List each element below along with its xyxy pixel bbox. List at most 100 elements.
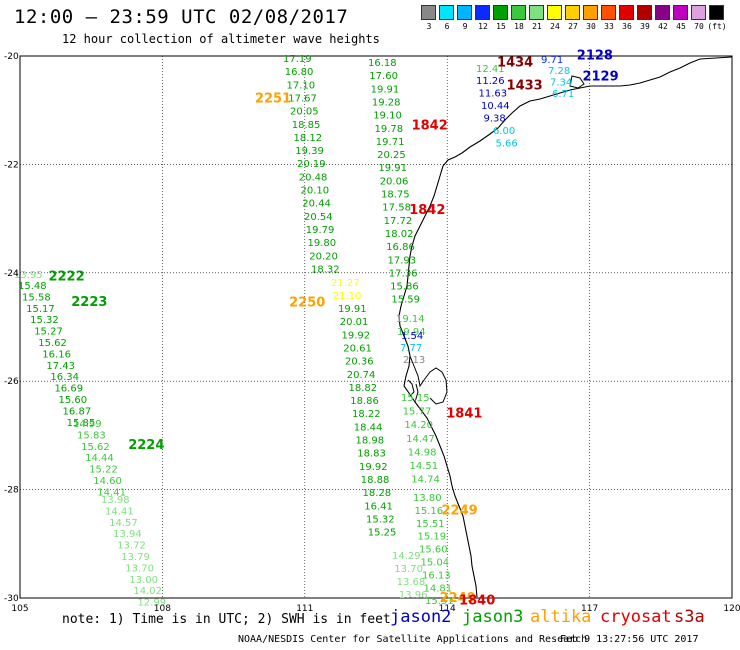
wave-height-value: 19.78 (375, 124, 404, 135)
wave-height-value: 13.94 (113, 529, 142, 540)
wave-height-value: 14.29 (392, 551, 421, 562)
wave-height-value: 7.28 (548, 66, 570, 77)
color-swatch (439, 5, 454, 20)
wave-height-value: 7.77 (400, 343, 422, 354)
wave-height-value: 16.16 (42, 349, 71, 360)
wave-height-value: 14.41 (105, 506, 134, 517)
color-scale-label: 24 (550, 22, 560, 31)
wave-height-value: 14.74 (411, 475, 440, 486)
color-scale-label: 70 (694, 22, 704, 31)
wave-height-value: 13.80 (413, 493, 442, 504)
color-scale-label: 21 (532, 22, 542, 31)
wave-height-value: 14.41 (97, 487, 126, 498)
wave-height-value: 19.39 (295, 146, 324, 157)
map-frame (19, 55, 733, 599)
wave-height-value: 19.14 (396, 314, 425, 325)
legend-cryosat: cryosat (600, 607, 672, 627)
wave-height-value: 14.44 (85, 453, 114, 464)
color-swatch (655, 5, 670, 20)
island-north (569, 75, 585, 89)
wave-height-value: 18.44 (354, 422, 383, 433)
wave-height-value: 18.75 (381, 190, 410, 201)
wave-height-value: 20.36 (345, 357, 374, 368)
wave-height-value: 18.85 (292, 120, 321, 131)
lat-tick-label: -20 (4, 52, 19, 62)
wave-height-value: 17.10 (287, 80, 316, 91)
wave-height-value: 17.36 (389, 268, 418, 279)
wave-height-value: 17.72 (384, 216, 413, 227)
color-scale-label: (ft) (707, 22, 727, 31)
wave-height-value: 15.62 (38, 338, 67, 349)
wave-height-value: 17.67 (288, 93, 317, 104)
wave-height-value: 12.41 (476, 64, 505, 75)
color-swatch (421, 5, 436, 20)
wave-height-value: 15.32 (30, 315, 59, 326)
wave-height-value: 19.92 (359, 462, 388, 473)
color-scale-label: 33 (604, 22, 614, 31)
wave-height-value: 15.86 (390, 282, 419, 293)
wave-height-value: 20.48 (299, 172, 328, 183)
wave-height-value: 16.13 (422, 570, 451, 581)
color-scale-label: 36 (622, 22, 632, 31)
pass-time-label: 2223 (71, 295, 107, 310)
generated-timestamp: Feb 9 13:27:56 UTC 2017 (560, 634, 699, 645)
wave-height-value: 15.19 (418, 532, 447, 543)
color-swatch (673, 5, 688, 20)
wave-height-value: 15.58 (22, 292, 51, 303)
wave-height-value: 15.60 (59, 395, 88, 406)
wave-height-value: 20.01 (340, 317, 369, 328)
wave-height-value: 20.20 (309, 251, 338, 262)
wave-height-value: 20.54 (304, 212, 333, 223)
wave-height-value: 15.22 (89, 465, 118, 476)
pass-time-label: 2222 (48, 270, 84, 285)
wave-height-value: 16.41 (364, 501, 393, 512)
axis-tick-labels: 105 108 111 114 117 120 -20 -22 -24 -26 -28 -30 (4, 52, 740, 614)
lat-tick-label: -22 (4, 160, 19, 170)
color-swatch (565, 5, 580, 20)
wave-height-value: 1.54 (401, 331, 423, 342)
satellite-tracks: 17.19 16.80 17.10 17.67 20.05 18.85 18.12 19.39… (14, 54, 574, 609)
lon-tick-label: 108 (154, 604, 171, 614)
pass-time-label: 1433 (507, 79, 543, 94)
coastline (398, 56, 733, 598)
color-swatch (691, 5, 706, 20)
wave-height-value: 13.70 (125, 563, 154, 574)
wave-height-value: 19.91 (338, 304, 367, 315)
wave-height-value: 20.19 (297, 159, 326, 170)
wave-height-value: 18.22 (352, 409, 381, 420)
legend-jason2: jason2 (390, 607, 452, 627)
color-swatch (601, 5, 616, 20)
wave-height-value: 2.13 (403, 355, 425, 366)
wave-height-value: 9.71 (541, 55, 563, 66)
color-swatch (637, 5, 652, 20)
wave-height-value: 20.10 (301, 186, 330, 197)
wave-height-value: 15.62 (81, 442, 110, 453)
color-scale-label: 12 (478, 22, 488, 31)
wave-height-value: 20.06 (380, 176, 409, 187)
wave-height-value: 13.96 (399, 590, 428, 601)
wave-height-value: 14.51 (410, 461, 439, 472)
wave-height-value: 16.86 (386, 242, 415, 253)
map-title: 12:00 – 23:59 UTC 02/08/2017 (14, 6, 349, 28)
wave-height-value: 13.00 (129, 575, 158, 586)
wave-height-value: 14.02 (133, 586, 162, 597)
pass-time-label: 2128 (577, 48, 613, 63)
color-swatch (529, 5, 544, 20)
wave-height-value: 20.05 (290, 107, 319, 118)
wave-height-value: 5.66 (496, 139, 518, 150)
island-coast (407, 379, 415, 397)
wave-height-value: 15.60 (419, 545, 448, 556)
color-scale-label: 39 (640, 22, 650, 31)
color-scale-label: 9 (462, 22, 468, 31)
wave-height-value: 21.27 (331, 278, 360, 289)
color-scale-label: 42 (658, 22, 668, 31)
lon-tick-label: 120 (723, 604, 740, 614)
wave-height-value: 19.71 (376, 137, 405, 148)
wave-height-value: 15.51 (425, 596, 454, 607)
wave-height-value: 20.25 (377, 150, 406, 161)
lon-tick-label: 105 (11, 604, 28, 614)
color-swatch (457, 5, 472, 20)
pass-time-label: 2249 (442, 504, 478, 519)
credit-line: NOAA/NESDIS Center for Satellite Applica… (238, 634, 588, 645)
wave-height-value: 15.32 (366, 514, 395, 525)
